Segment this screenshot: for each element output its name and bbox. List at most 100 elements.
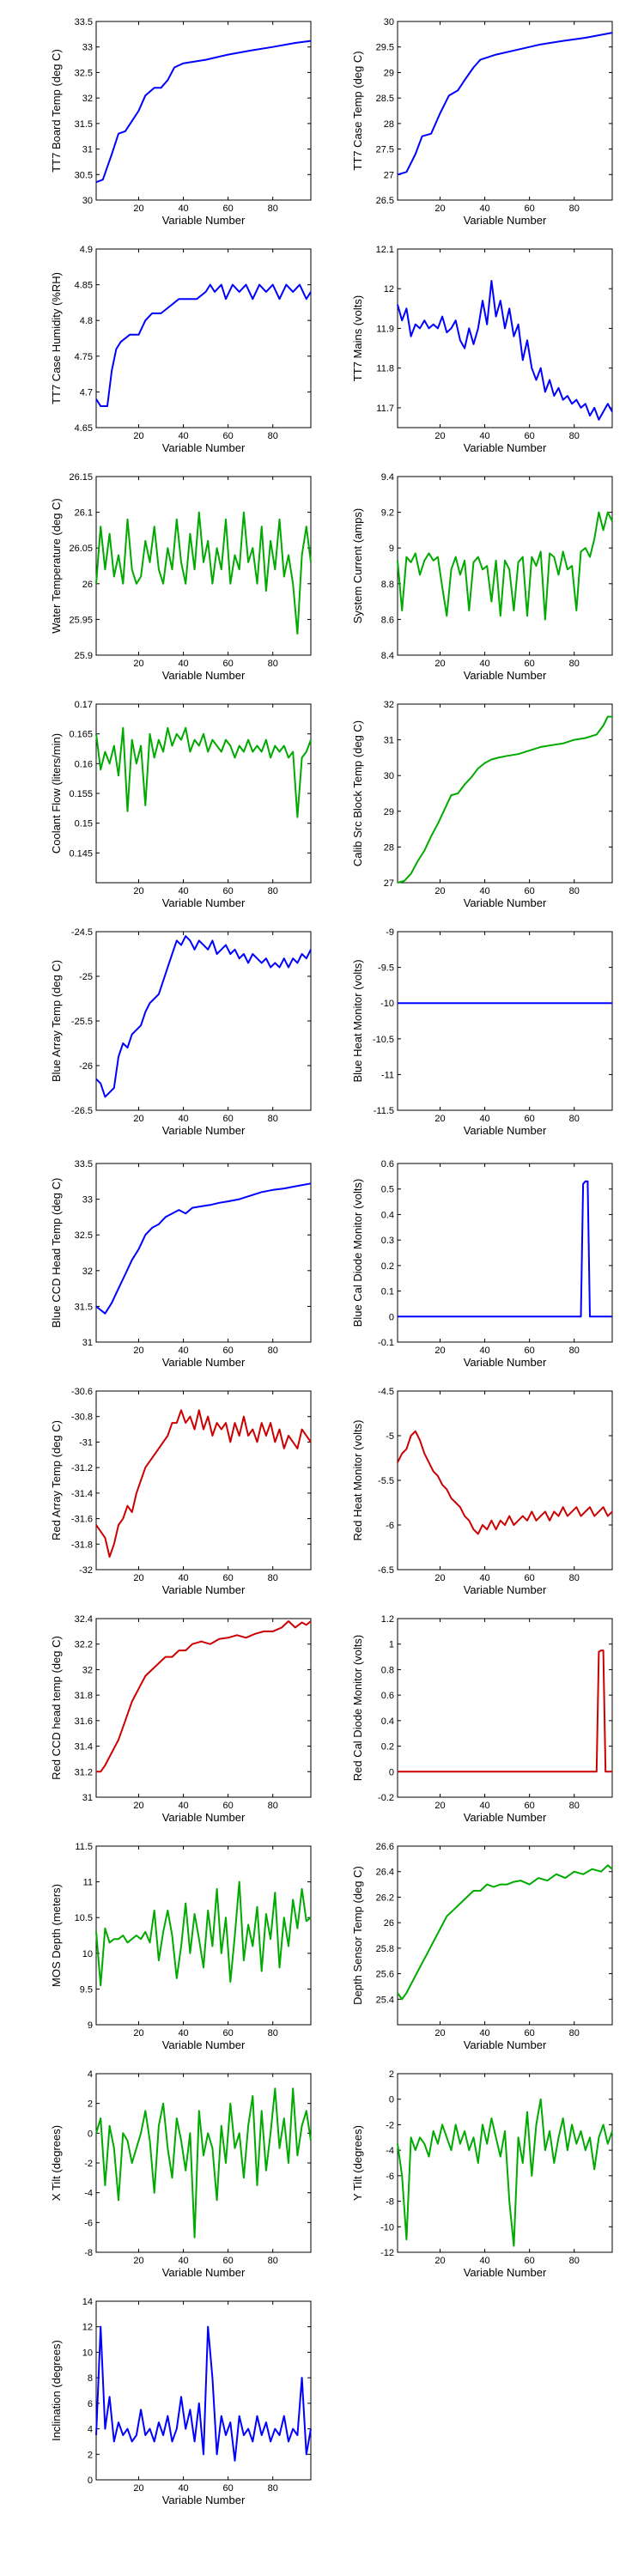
- chart-panel: 20 40 60 80 4.65 4.7 4.75 4.8 4.85 4.9 Variable Nu…: [50, 245, 312, 454]
- x-tick-label: 80: [569, 1801, 580, 1811]
- plot-frame: [95, 1618, 312, 1798]
- y-tick-label: 28.5: [376, 94, 394, 104]
- y-tick-label: 9: [389, 544, 394, 554]
- x-tick-label: 20: [434, 431, 445, 441]
- y-tick-label: 14: [82, 2297, 93, 2307]
- y-tick-label: -26.5: [71, 1106, 93, 1116]
- y-tick-label: -31: [79, 1437, 93, 1448]
- y-tick-label: 8: [88, 2373, 93, 2384]
- y-tick-label: 0: [88, 2476, 93, 2486]
- x-tick-label: 80: [569, 1573, 580, 1583]
- x-axis-label: Variable Number: [162, 2038, 246, 2051]
- x-tick-label: 60: [525, 1801, 535, 1811]
- x-axis-label: Variable Number: [464, 1811, 547, 1824]
- y-tick-label: 4.8: [80, 316, 93, 326]
- x-tick-label: 20: [133, 2028, 143, 2038]
- y-tick-label: 25.8: [376, 1944, 394, 1954]
- y-tick-label: 31.5: [75, 119, 93, 130]
- y-tick-label: 0.4: [381, 1210, 394, 1220]
- y-tick-label: 12: [384, 284, 394, 295]
- y-tick-label: 0.5: [381, 1185, 394, 1195]
- y-tick-label: 9: [88, 2020, 93, 2031]
- y-tick-label: 32: [384, 700, 394, 710]
- plot-frame: [397, 1163, 613, 1343]
- y-tick-label: 27: [384, 878, 394, 889]
- series-line: [95, 1409, 312, 1558]
- x-tick-label: 80: [268, 1114, 278, 1124]
- y-axis-label: Blue Heat Monitor (volts): [351, 959, 364, 1082]
- y-tick-label: 25.9: [75, 651, 93, 661]
- y-axis-label: Water Temperature (deg C): [50, 498, 63, 634]
- x-axis-label: Variable Number: [162, 1583, 246, 1596]
- y-tick-label: 26.15: [69, 472, 93, 483]
- y-tick-label: 32.5: [75, 68, 93, 78]
- x-tick-label: 60: [223, 659, 234, 669]
- y-tick-label: -31.4: [71, 1489, 93, 1499]
- x-tick-label: 20: [133, 1114, 143, 1124]
- chart-panel: 20 40 60 80 26.5 27 27.5 28 28.5 29 29.5 30 Variable…: [351, 17, 613, 227]
- x-tick-label: 80: [569, 204, 580, 214]
- y-tick-label: 0.17: [75, 700, 93, 710]
- x-tick-label: 20: [434, 2256, 445, 2266]
- plot-frame: [95, 2073, 312, 2253]
- x-tick-label: 60: [223, 1801, 234, 1811]
- y-tick-label: 29: [384, 807, 394, 817]
- y-tick-label: 32.4: [75, 1614, 93, 1625]
- y-tick-label: 8.6: [381, 615, 394, 625]
- x-tick-label: 60: [223, 1114, 234, 1124]
- series-line: [397, 1864, 613, 2001]
- x-tick-label: 40: [479, 431, 489, 441]
- chart-panel: 20 40 60 80 -0.1 0 0.1 0.2 0.3 0.4 0.5 0.6 Variable …: [351, 1159, 613, 1369]
- y-tick-label: 31.5: [75, 1302, 93, 1312]
- x-tick-label: 40: [479, 1114, 489, 1124]
- plot-frame: [397, 21, 613, 201]
- y-tick-label: 33.5: [75, 1159, 93, 1170]
- x-tick-label: 60: [223, 2028, 234, 2038]
- y-axis-label: TT7 Board Temp (deg C): [50, 49, 63, 173]
- series-line: [397, 1430, 613, 1535]
- x-tick-label: 60: [525, 2256, 535, 2266]
- x-tick-label: 60: [525, 659, 535, 669]
- y-axis-label: Calib Src Block Temp (deg C): [351, 720, 364, 866]
- x-tick-label: 60: [525, 886, 535, 896]
- series-line: [95, 726, 312, 818]
- y-tick-label: 0.8: [381, 1665, 394, 1675]
- plot-frame: [95, 931, 312, 1111]
- x-tick-label: 40: [479, 2256, 489, 2266]
- x-axis-label: Variable Number: [162, 1124, 246, 1137]
- x-axis-label: Variable Number: [162, 896, 246, 909]
- y-tick-label: -6: [386, 2172, 394, 2182]
- y-tick-label: 9.2: [381, 508, 394, 519]
- x-tick-label: 60: [525, 204, 535, 214]
- x-tick-label: 60: [525, 1114, 535, 1124]
- y-axis-label: MOS Depth (meters): [50, 1884, 63, 1987]
- x-tick-label: 40: [178, 2028, 188, 2038]
- chart-panel: 20 40 60 80 25.4 25.6 25.8 26 26.2 26.4 26.6 Variab…: [351, 1842, 613, 2051]
- y-tick-label: 28: [384, 842, 394, 853]
- y-tick-label: 0.145: [69, 848, 93, 859]
- y-tick-label: -6.5: [378, 1565, 394, 1576]
- y-tick-label: 4: [88, 2069, 93, 2080]
- y-axis-label: Inclination (degrees): [50, 2340, 63, 2441]
- x-tick-label: 80: [268, 204, 278, 214]
- y-tick-label: 6: [88, 2399, 93, 2409]
- x-tick-label: 40: [178, 659, 188, 669]
- y-tick-label: 30.5: [75, 170, 93, 180]
- x-tick-label: 40: [178, 2256, 188, 2266]
- y-tick-label: 30: [384, 17, 394, 27]
- plot-frame: [95, 21, 312, 201]
- y-tick-label: 32.5: [75, 1230, 93, 1241]
- x-tick-label: 80: [268, 1801, 278, 1811]
- y-tick-label: 33.5: [75, 17, 93, 27]
- y-axis-label: Blue CCD Head Temp (deg C): [50, 1178, 63, 1328]
- chart-panel: 20 40 60 80 0.145 0.15 0.155 0.16 0.165 0.17 Varia…: [50, 700, 312, 909]
- x-tick-label: 60: [223, 886, 234, 896]
- y-tick-label: 29: [384, 68, 394, 78]
- y-tick-label: -4: [84, 2189, 93, 2199]
- x-tick-label: 40: [479, 1801, 489, 1811]
- y-tick-label: -2: [84, 2159, 93, 2169]
- x-axis-label: Variable Number: [162, 669, 246, 682]
- y-tick-label: 8.8: [381, 580, 394, 590]
- plot-frame: [397, 931, 613, 1111]
- y-axis-label: Depth Sensor Temp (deg C): [351, 1866, 364, 2005]
